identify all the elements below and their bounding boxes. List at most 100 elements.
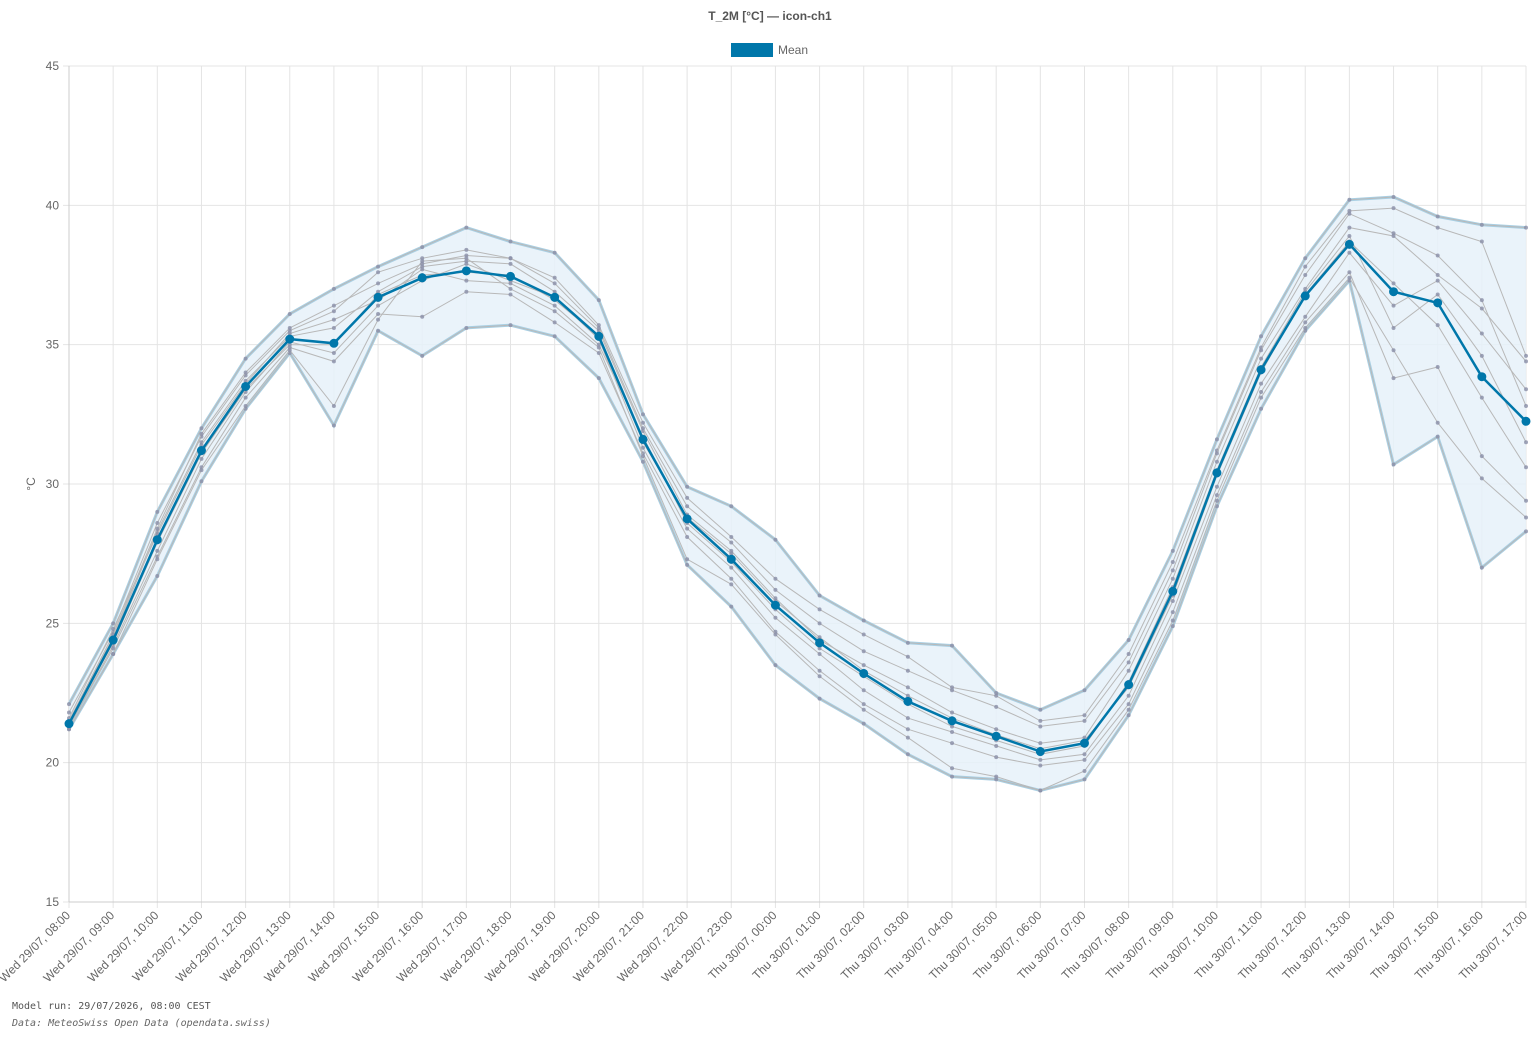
member-point — [1126, 693, 1131, 698]
member-point — [950, 766, 955, 771]
legend[interactable]: Mean — [731, 43, 808, 57]
member-point — [1303, 264, 1308, 269]
member-point — [1435, 214, 1440, 219]
member-point — [950, 774, 955, 779]
mean-point[interactable] — [991, 731, 1001, 741]
mean-point[interactable] — [64, 719, 74, 729]
member-point — [1524, 225, 1528, 230]
member-point — [1214, 504, 1219, 509]
member-point — [287, 331, 292, 336]
member-point — [1082, 718, 1087, 723]
member-point — [729, 576, 734, 581]
mean-point[interactable] — [638, 434, 648, 444]
spread-band-lower-edge — [67, 277, 1527, 793]
member-point — [1524, 359, 1528, 364]
member-point — [1391, 303, 1396, 308]
member-point — [1435, 420, 1440, 425]
member-point — [1038, 757, 1043, 762]
member-point — [199, 479, 204, 484]
mean-point[interactable] — [1344, 239, 1354, 249]
member-point — [1303, 314, 1308, 319]
mean-point[interactable] — [594, 331, 604, 341]
member-point — [1038, 788, 1043, 793]
mean-point[interactable] — [329, 338, 339, 348]
legend-label-mean[interactable]: Mean — [778, 43, 808, 57]
mean-point[interactable] — [726, 554, 736, 564]
mean-point[interactable] — [1256, 365, 1266, 375]
member-point — [464, 261, 469, 266]
member-point — [685, 484, 690, 489]
member-point — [1435, 364, 1440, 369]
member-point — [1347, 250, 1352, 255]
member-point — [905, 727, 910, 732]
member-point — [1082, 713, 1087, 718]
mean-point[interactable] — [506, 271, 516, 281]
mean-point[interactable] — [152, 535, 162, 545]
mean-point[interactable] — [947, 716, 957, 726]
member-point — [640, 420, 645, 425]
member-point — [464, 325, 469, 330]
legend-swatch-mean[interactable] — [731, 43, 773, 57]
mean-point[interactable] — [903, 696, 913, 706]
mean-point[interactable] — [1389, 287, 1399, 297]
member-point — [1038, 741, 1043, 746]
member-point — [155, 573, 160, 578]
member-point — [1479, 476, 1484, 481]
member-point — [817, 696, 822, 701]
mean-series[interactable] — [64, 239, 1531, 757]
member-point — [199, 426, 204, 431]
member-point — [994, 774, 999, 779]
member-point — [994, 743, 999, 748]
mean-point[interactable] — [241, 381, 251, 391]
member-point — [817, 621, 822, 626]
member-point — [640, 445, 645, 450]
member-point — [861, 649, 866, 654]
member-point — [331, 309, 336, 314]
mean-point[interactable] — [108, 635, 118, 645]
mean-point[interactable] — [550, 292, 560, 302]
mean-point[interactable] — [1477, 372, 1487, 382]
mean-point[interactable] — [417, 273, 427, 283]
member-point — [994, 691, 999, 695]
mean-point[interactable] — [1035, 747, 1045, 757]
mean-point[interactable] — [770, 600, 780, 610]
mean-point[interactable] — [815, 638, 825, 648]
member-point — [773, 537, 778, 542]
mean-point[interactable] — [1521, 416, 1531, 426]
member-point — [1347, 208, 1352, 213]
member-point — [287, 342, 292, 347]
member-point — [861, 702, 866, 707]
member-point — [67, 702, 71, 707]
member-point — [331, 351, 336, 356]
member-point — [1347, 275, 1352, 280]
mean-point[interactable] — [1300, 291, 1310, 301]
mean-point[interactable] — [461, 266, 471, 276]
member-point — [950, 685, 955, 690]
member-line — [68, 213, 1527, 727]
mean-point[interactable] — [373, 292, 383, 302]
mean-point[interactable] — [1079, 738, 1089, 748]
mean-point[interactable] — [1212, 468, 1222, 478]
member-point — [1259, 406, 1264, 411]
member-point — [861, 632, 866, 637]
member-point — [596, 376, 601, 381]
mean-point[interactable] — [859, 668, 869, 678]
member-point — [685, 526, 690, 531]
member-point — [861, 707, 866, 712]
member-point — [1126, 660, 1131, 665]
mean-point[interactable] — [196, 446, 206, 456]
member-point — [994, 777, 999, 782]
member-point — [950, 710, 955, 715]
mean-point[interactable] — [682, 514, 692, 524]
mean-point[interactable] — [1168, 586, 1178, 596]
y-axis: 15 20 25 30 35 40 45 — [46, 59, 70, 909]
member-point — [331, 423, 336, 428]
mean-point[interactable] — [1124, 680, 1134, 690]
mean-point[interactable] — [285, 334, 295, 344]
model-run-note: Model run: 29/07/2026, 08:00 CEST — [12, 1001, 211, 1012]
member-point — [1479, 298, 1484, 303]
member-point — [508, 286, 513, 291]
mean-point[interactable] — [1433, 298, 1443, 308]
member-point — [1435, 434, 1440, 439]
member-point — [1214, 451, 1219, 456]
